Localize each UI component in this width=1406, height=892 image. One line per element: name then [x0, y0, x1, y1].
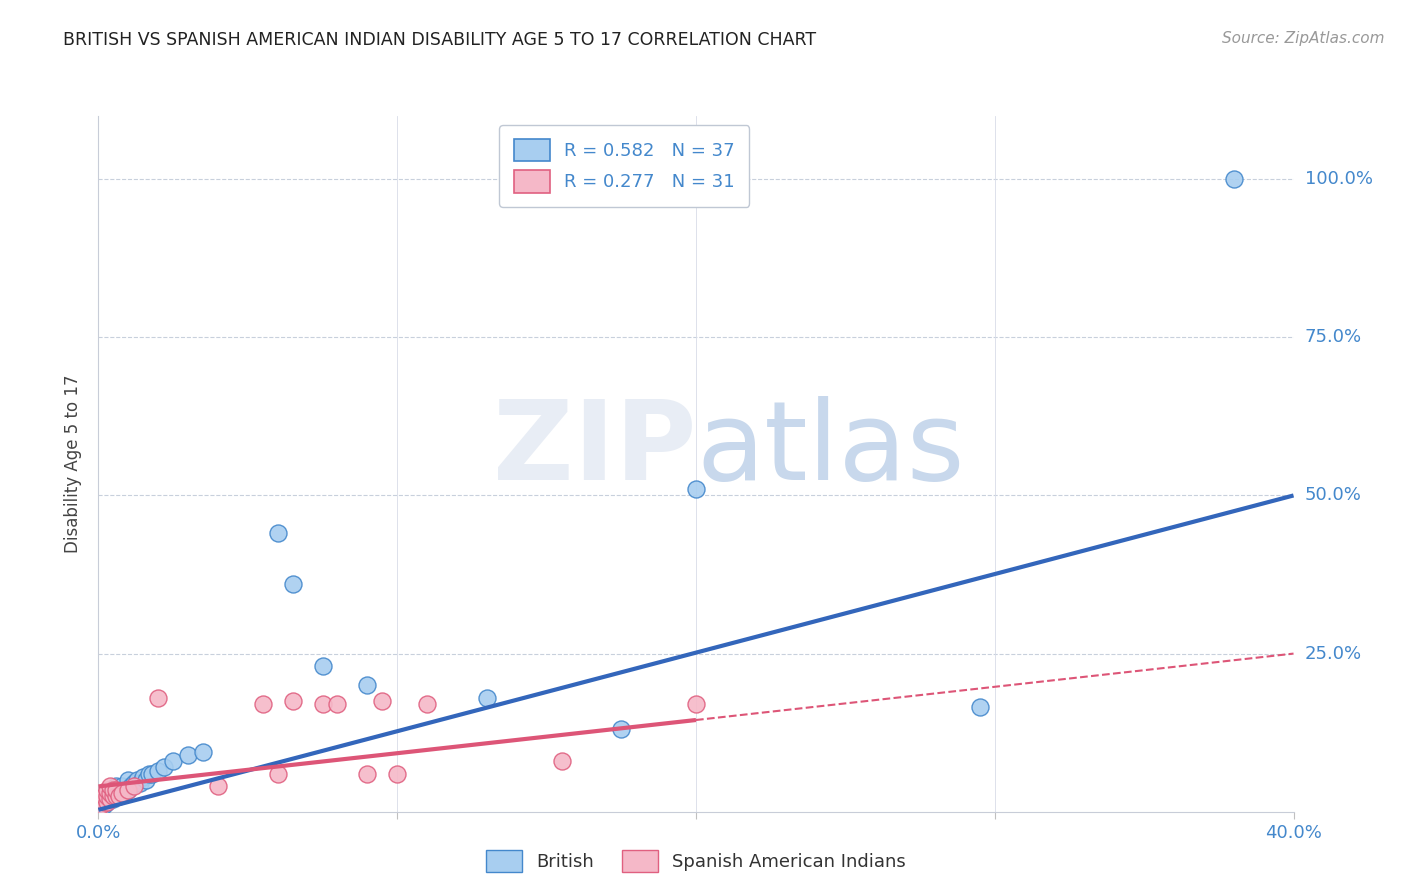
Point [371, 694, 394, 708]
Point [148, 764, 170, 778]
Text: 50.0%: 50.0% [1305, 486, 1361, 505]
Point [148, 690, 170, 705]
Text: BRITISH VS SPANISH AMERICAN INDIAN DISABILITY AGE 5 TO 17 CORRELATION CHART: BRITISH VS SPANISH AMERICAN INDIAN DISAB… [63, 31, 817, 49]
Point [96, 795, 118, 809]
Point [108, 789, 131, 803]
Point [105, 782, 128, 797]
Point [105, 780, 128, 794]
Point [117, 782, 139, 797]
Point [311, 659, 333, 673]
Point [153, 760, 176, 774]
Point [117, 773, 139, 788]
Point [135, 773, 157, 788]
Point [103, 786, 125, 800]
Point [98, 792, 122, 806]
Point [93, 798, 115, 813]
Point [103, 792, 125, 806]
Point [416, 697, 439, 711]
Point [610, 723, 633, 737]
Point [96, 795, 118, 809]
Point [127, 773, 149, 788]
Point [96, 782, 118, 797]
Text: Source: ZipAtlas.com: Source: ZipAtlas.com [1222, 31, 1385, 46]
Point [191, 745, 214, 759]
Point [103, 782, 125, 797]
Point [281, 694, 304, 708]
Point [267, 526, 290, 541]
Text: 25.0%: 25.0% [1305, 645, 1362, 663]
Point [111, 786, 134, 800]
Point [475, 690, 498, 705]
Point [356, 678, 378, 692]
Point [356, 766, 378, 780]
Point [177, 747, 200, 762]
Text: 100.0%: 100.0% [1305, 170, 1372, 188]
Text: atlas: atlas [696, 396, 965, 503]
Point [129, 776, 152, 790]
Point [120, 780, 142, 794]
Point [267, 766, 290, 780]
Text: 75.0%: 75.0% [1305, 328, 1362, 346]
Legend: British, Spanish American Indians: British, Spanish American Indians [479, 843, 912, 880]
Point [93, 795, 115, 809]
Point [90, 792, 112, 806]
Point [281, 577, 304, 591]
Point [114, 782, 136, 797]
Point [138, 766, 160, 780]
Point [96, 789, 118, 803]
Point [685, 697, 707, 711]
Point [141, 766, 163, 780]
Point [103, 789, 125, 803]
Point [108, 789, 131, 803]
Point [685, 482, 707, 496]
Point [124, 780, 146, 794]
Point [98, 792, 122, 806]
Point [207, 780, 229, 794]
Point [326, 697, 349, 711]
Point [98, 780, 122, 794]
Point [162, 754, 184, 768]
Point [98, 789, 122, 803]
Point [124, 776, 146, 790]
Point [93, 789, 115, 803]
Point [108, 782, 131, 797]
Point [90, 798, 112, 813]
Point [1223, 172, 1246, 186]
Text: ZIP: ZIP [492, 396, 696, 503]
Point [252, 697, 274, 711]
Point [98, 786, 122, 800]
Point [311, 697, 333, 711]
Point [969, 700, 991, 714]
Point [105, 786, 128, 800]
Point [550, 754, 572, 768]
Point [111, 780, 134, 794]
Point [385, 766, 409, 780]
Point [105, 789, 128, 803]
Point [132, 770, 155, 784]
Y-axis label: Disability Age 5 to 17: Disability Age 5 to 17 [65, 375, 83, 553]
Point [117, 782, 139, 797]
Point [111, 786, 134, 800]
